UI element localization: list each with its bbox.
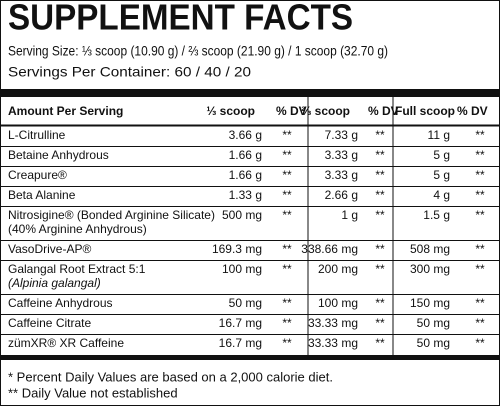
daily-value: ** — [475, 188, 485, 202]
daily-value: ** — [282, 242, 292, 256]
amount: 200 mg — [318, 262, 358, 276]
ingredient-name: Caffeine Anhydrous — [8, 296, 113, 310]
amount: 7.33 g — [325, 128, 358, 142]
daily-value: ** — [375, 188, 385, 202]
daily-value: ** — [375, 208, 385, 222]
amount: 50 mg — [417, 316, 450, 330]
amount: 2.66 g — [325, 188, 358, 202]
daily-value: ** — [475, 148, 485, 162]
amount: 33.33 mg — [308, 336, 358, 350]
daily-value: ** — [475, 262, 485, 276]
amount: 5 g — [433, 148, 450, 162]
amount: 100 mg — [222, 262, 262, 276]
daily-value: ** — [475, 168, 485, 182]
amount: 50 mg — [417, 336, 450, 350]
amount: 500 mg — [222, 208, 262, 222]
amount: 16.7 mg — [219, 336, 262, 350]
daily-value: ** — [375, 262, 385, 276]
amount: 3.33 g — [325, 168, 358, 182]
daily-value: ** — [282, 262, 292, 276]
amount: 338.66 mg — [301, 242, 358, 256]
ingredient-name: Beta Alanine — [8, 188, 76, 202]
amount: 1.5 g — [423, 208, 450, 222]
amount: 300 mg — [410, 262, 450, 276]
daily-value: ** — [475, 128, 485, 142]
daily-value: ** — [375, 128, 385, 142]
amount: 169.3 mg — [212, 242, 262, 256]
thick-rule — [0, 89, 500, 97]
amount: 11 g — [428, 128, 450, 142]
daily-value: ** — [282, 336, 292, 350]
amount: 1.66 g — [229, 148, 262, 162]
footnote: * Percent Daily Values are based on a 2,… — [8, 369, 333, 384]
column-header: Full scoop — [395, 104, 455, 118]
amount: 50 mg — [229, 296, 262, 310]
column-header: ⅔ scoop — [301, 104, 350, 118]
column-header: % DV — [368, 104, 399, 118]
daily-value: ** — [282, 188, 292, 202]
ingredient-name: L-Citrulline — [8, 128, 66, 142]
amount: 508 mg — [410, 242, 450, 256]
amount: 150 mg — [410, 296, 450, 310]
amount: 1 g — [341, 208, 358, 222]
daily-value: ** — [282, 168, 292, 182]
daily-value: ** — [282, 208, 292, 222]
ingredient-name: Creapure® — [8, 168, 67, 182]
thick-rule — [0, 355, 500, 360]
servings-per-container: Servings Per Container: 60 / 40 / 20 — [8, 64, 251, 80]
amount: 33.33 mg — [308, 316, 358, 330]
daily-value: ** — [475, 242, 485, 256]
serving-size: Serving Size: ⅓ scoop (10.90 g) / ⅔ scoo… — [8, 43, 388, 59]
ingredient-name: (Alpinia galangal) — [8, 276, 101, 290]
column-header: Amount Per Serving — [8, 104, 123, 118]
ingredient-name: Nitrosigine® (Bonded Arginine Silicate) — [8, 208, 215, 222]
amount: 4 g — [433, 188, 450, 202]
amount: 100 mg — [318, 296, 358, 310]
column-header: % DV — [276, 104, 307, 118]
amount: 1.66 g — [229, 168, 262, 182]
daily-value: ** — [282, 128, 292, 142]
daily-value: ** — [282, 316, 292, 330]
daily-value: ** — [282, 296, 292, 310]
footnote: ** Daily Value not established — [8, 385, 178, 400]
ingredient-name: Betaine Anhydrous — [8, 148, 109, 162]
amount: 1.33 g — [229, 188, 262, 202]
daily-value: ** — [375, 168, 385, 182]
daily-value: ** — [375, 316, 385, 330]
daily-value: ** — [375, 296, 385, 310]
ingredient-name: Caffeine Citrate — [8, 316, 91, 330]
amount: 16.7 mg — [219, 316, 262, 330]
column-header: ⅓ scoop — [206, 104, 255, 118]
daily-value: ** — [375, 242, 385, 256]
ingredient-name: Galangal Root Extract 5:1 — [8, 262, 146, 276]
daily-value: ** — [475, 316, 485, 330]
daily-value: ** — [375, 148, 385, 162]
daily-value: ** — [475, 208, 485, 222]
amount: 3.66 g — [229, 128, 262, 142]
daily-value: ** — [282, 148, 292, 162]
amount: 5 g — [433, 168, 450, 182]
ingredient-name: zümXR® XR Caffeine — [8, 336, 124, 350]
ingredient-name: VasoDrive-AP® — [8, 242, 91, 256]
amount: 3.33 g — [325, 148, 358, 162]
title: SUPPLEMENT FACTS — [8, 0, 353, 38]
daily-value: ** — [475, 296, 485, 310]
daily-value: ** — [375, 336, 385, 350]
ingredient-name: (40% Arginine Anhydrous) — [8, 222, 147, 236]
column-header: % DV — [457, 104, 488, 118]
daily-value: ** — [475, 336, 485, 350]
